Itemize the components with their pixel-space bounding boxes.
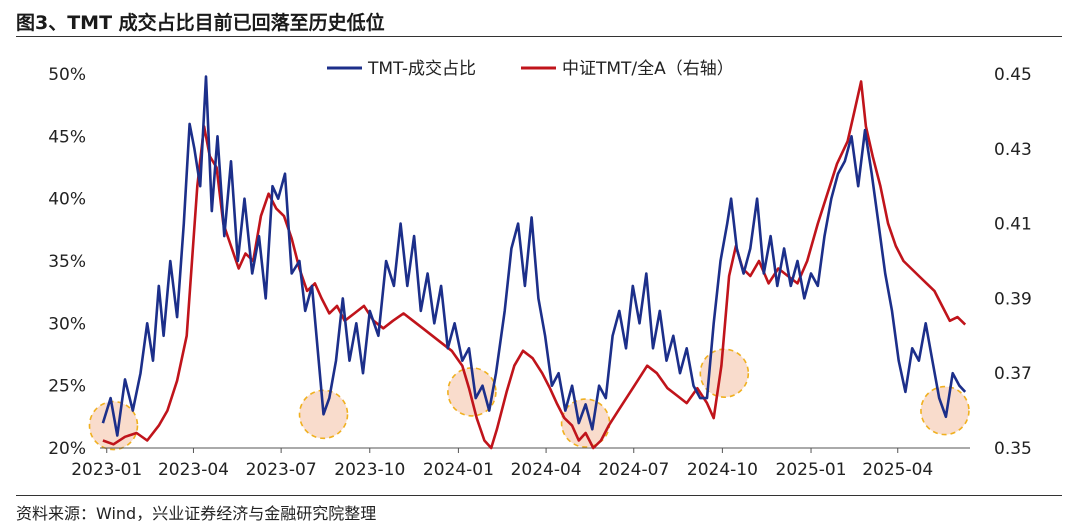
x-tick-label: 2025-01 xyxy=(776,460,847,480)
left-y-tick-label: 45% xyxy=(48,127,86,147)
x-tick-label: 2023-07 xyxy=(246,460,317,480)
highlight-circles xyxy=(88,348,970,451)
chart-title: 图3、TMT 成交占比目前已回落至历史低位 xyxy=(16,12,385,34)
left-y-tick-label: 50% xyxy=(48,65,86,85)
right-y-tick-label: 0.37 xyxy=(994,364,1032,384)
legend: TMT-成交占比 中证TMT/全A（右轴） xyxy=(327,59,734,79)
title-divider xyxy=(16,36,1062,37)
footer-divider xyxy=(16,495,1062,496)
x-axis: 2023-01 2023-04 2023-07 2023-10 2024-01 2024-… xyxy=(71,447,970,480)
x-tick-label: 2023-10 xyxy=(334,460,405,480)
left-y-tick-label: 20% xyxy=(48,439,86,459)
x-tick-label: 2024-01 xyxy=(423,460,494,480)
right-y-tick-label: 0.35 xyxy=(994,439,1032,459)
series-lines xyxy=(101,75,967,450)
left-y-axis: 20% 25% 30% 35% 40% 45% 50% xyxy=(48,65,86,459)
right-y-tick-label: 0.41 xyxy=(994,215,1032,235)
left-y-tick-label: 25% xyxy=(48,377,86,397)
right-y-tick-label: 0.45 xyxy=(994,65,1032,85)
source-note: 资料来源：Wind，兴业证券经济与金融研究院整理 xyxy=(16,504,377,523)
x-tick-label: 2023-04 xyxy=(158,460,229,480)
right-y-axis: 0.35 0.37 0.39 0.41 0.43 0.45 xyxy=(994,65,1032,459)
right-y-tick-label: 0.39 xyxy=(994,289,1032,309)
left-y-tick-label: 35% xyxy=(48,252,86,272)
highlight-circle xyxy=(699,348,750,399)
x-tick-label: 2024-10 xyxy=(687,460,758,480)
x-tick-label: 2023-01 xyxy=(71,460,142,480)
left-y-tick-label: 30% xyxy=(48,314,86,334)
left-y-tick-label: 40% xyxy=(48,190,86,210)
right-y-tick-label: 0.43 xyxy=(994,140,1032,160)
x-tick-label: 2024-07 xyxy=(598,460,669,480)
tmt-series-line xyxy=(101,75,967,437)
legend-label-ratio: 中证TMT/全A（右轴） xyxy=(562,59,734,79)
ratio-series-line xyxy=(102,80,967,450)
x-tick-label: 2024-04 xyxy=(511,460,582,480)
x-tick-label: 2025-04 xyxy=(862,460,933,480)
legend-label-tmt: TMT-成交占比 xyxy=(367,59,476,79)
